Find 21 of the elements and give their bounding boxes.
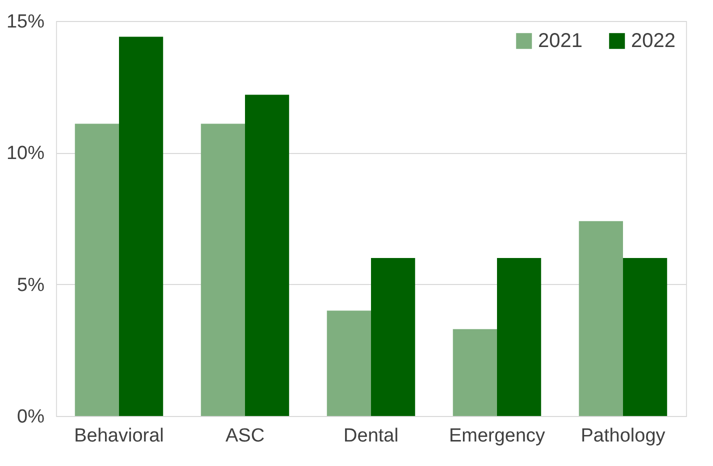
bar (623, 258, 668, 416)
x-tick-label: Pathology (580, 426, 666, 446)
y-tick-label: 15% (6, 12, 45, 32)
bar (452, 329, 497, 416)
y-tick-label: 10% (6, 143, 45, 164)
x-tick-label: Behavioral (74, 426, 164, 446)
bar (200, 124, 245, 416)
bar (578, 221, 623, 416)
legend-label: 2022 (631, 30, 676, 52)
bar (497, 258, 542, 416)
x-tick-label: Dental (344, 426, 398, 446)
x-tick-label: ASC (225, 426, 265, 446)
bar (74, 124, 119, 416)
bar (245, 94, 290, 416)
legend-label: 2021 (538, 30, 582, 52)
y-tick-label: 0% (17, 406, 45, 428)
bar (371, 258, 416, 416)
bar (326, 310, 371, 416)
bar (119, 36, 164, 416)
x-tick-label: Emergency (448, 426, 546, 446)
y-tick-label: 5% (17, 274, 45, 296)
